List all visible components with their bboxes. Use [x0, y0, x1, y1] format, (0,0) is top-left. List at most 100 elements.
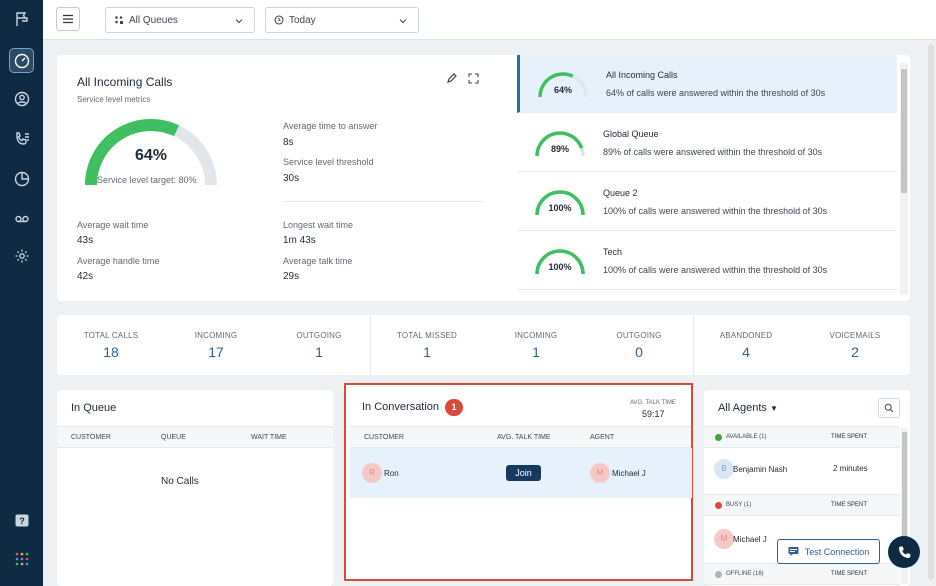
search-icon	[884, 403, 894, 413]
conversation-count-badge: 1	[445, 399, 463, 416]
gauge-fill	[538, 72, 574, 98]
table-row[interactable]: R Ron Join M Michael J	[350, 448, 692, 498]
scrollbar-thumb[interactable]	[901, 69, 907, 193]
metric-label: Service level threshold	[283, 157, 374, 167]
column-header-agent: AGENT	[590, 434, 615, 441]
user-circle-icon[interactable]	[9, 86, 34, 111]
voicemail-icon[interactable]	[9, 206, 34, 231]
queue-list: 64% All Incoming Calls 64% of calls were…	[517, 55, 897, 301]
available-status-dot	[715, 434, 722, 441]
in-queue-panel: In Queue CUSTOMER QUEUE WAIT TIME No Cal…	[57, 390, 333, 586]
metric-value: 43s	[77, 235, 94, 246]
help-icon[interactable]: ?	[9, 508, 34, 533]
in-queue-title: In Queue	[71, 402, 117, 414]
dashboard-gauge-icon[interactable]	[9, 48, 34, 73]
column-header-avg-talk-time: AVG. TALK TIME	[497, 434, 551, 441]
stat-label: INCOMING	[514, 331, 558, 340]
gauge-fill	[535, 190, 585, 216]
gauge-fill	[535, 131, 584, 157]
metric-label: Average talk time	[283, 256, 353, 266]
busy-status-dot	[715, 502, 722, 509]
stat-value: 18	[103, 344, 119, 360]
conversation-table-header: CUSTOMER AVG. TALK TIME AGENT	[350, 426, 691, 448]
agents-scrollbar[interactable]	[901, 428, 908, 584]
agent-name[interactable]: Benjamin Nash	[733, 465, 788, 474]
service-level-gauge	[85, 119, 217, 186]
stat-value: 4	[742, 344, 750, 360]
metric-value: 29s	[283, 271, 300, 282]
settings-gear-icon[interactable]	[9, 243, 34, 268]
test-connection-label: Test Connection	[804, 546, 870, 557]
chat-monitor-icon	[788, 547, 799, 557]
stat-label: OUTGOING	[296, 331, 342, 340]
test-connection-button[interactable]: Test Connection	[777, 539, 880, 564]
queue-percent: 100%	[548, 203, 572, 213]
agent-search-button[interactable]	[878, 398, 900, 418]
stat-value: 2	[851, 344, 859, 360]
agent-avatar: B	[714, 459, 734, 479]
customer-name: Ron	[384, 469, 399, 478]
metric-label: Average wait time	[77, 220, 149, 230]
customer-avatar: R	[362, 463, 382, 483]
offline-status-dot	[715, 571, 722, 578]
queue-list-scrollbar[interactable]	[900, 63, 908, 295]
queue-name: Tech	[603, 247, 623, 257]
queue-item[interactable]: 89% Global Queue 89% of calls were answe…	[517, 114, 897, 172]
stat-abandoned: ABANDONED 4	[712, 331, 780, 360]
stat-divider	[693, 315, 694, 375]
scrollbar-thumb[interactable]	[902, 432, 907, 542]
stat-value: 0	[635, 344, 643, 360]
stat-voicemails: VOICEMAILS 2	[821, 331, 889, 360]
metric-value: 8s	[283, 137, 294, 148]
stat-value: 17	[208, 344, 224, 360]
queue-item[interactable]: 100% Tech 100% of calls were answered wi…	[517, 232, 897, 290]
queue-select-label: All Queues	[129, 14, 178, 26]
call-log-icon[interactable]	[9, 126, 34, 151]
column-header-customer: CUSTOMER	[364, 434, 404, 441]
agents-filter-dropdown[interactable]: All Agents ▼	[718, 402, 778, 414]
top-bar: All Queues Today	[43, 0, 936, 40]
agent-avatar: M	[714, 529, 734, 549]
join-button[interactable]: Join	[506, 465, 541, 481]
metric-value: 1m 43s	[283, 235, 316, 246]
flag-icon[interactable]	[9, 6, 34, 31]
column-header-customer: CUSTOMER	[71, 434, 111, 441]
queue-description: 100% of calls were answered within the t…	[603, 265, 828, 275]
in-conversation-title: In Conversation	[362, 401, 440, 413]
service-card-subtitle: Service level metrics	[77, 95, 151, 104]
pie-chart-icon[interactable]	[9, 166, 34, 191]
stat-missed-incoming: INCOMING 1	[502, 331, 570, 360]
agent-group-available: AVAILABLE (1) TIME SPENT	[704, 426, 900, 448]
stat-label: ABANDONED	[719, 331, 773, 340]
call-stats-bar: TOTAL CALLS 18 INCOMING 17 OUTGOING 1 TO…	[57, 315, 910, 375]
queue-gauge	[535, 249, 585, 275]
edit-icon[interactable]	[446, 73, 457, 87]
in-queue-table-header: CUSTOMER QUEUE WAIT TIME	[57, 426, 333, 448]
stat-divider	[370, 315, 371, 375]
agent-name[interactable]: Michael J	[733, 535, 767, 544]
group-label: OFFLINE (16)	[726, 571, 764, 577]
caret-down-icon: ▼	[769, 404, 778, 413]
phone-dialer-button[interactable]	[888, 536, 920, 568]
in-conversation-panel: In Conversation 1 AVG. TALK TIME 59:17 C…	[344, 383, 693, 581]
agent-group-offline: OFFLINE (16) TIME SPENT	[704, 563, 900, 585]
queue-select[interactable]: All Queues	[105, 7, 255, 33]
time-spent-header: TIME SPENT	[831, 571, 868, 577]
app-grid-icon[interactable]	[9, 546, 34, 571]
hamburger-menu-button[interactable]	[56, 7, 80, 31]
chevron-down-icon	[235, 19, 243, 24]
scrollbar-thumb[interactable]	[928, 44, 934, 580]
queue-item[interactable]: 64% All Incoming Calls 64% of calls were…	[517, 55, 897, 113]
sidebar: ?	[0, 0, 43, 586]
group-label: AVAILABLE (1)	[726, 434, 767, 440]
metric-label: Average handle time	[77, 256, 160, 266]
hamburger-icon	[63, 14, 73, 24]
main-scrollbar[interactable]	[927, 40, 935, 586]
date-select[interactable]: Today	[265, 7, 419, 33]
date-select-label: Today	[289, 14, 316, 26]
queue-item[interactable]: 100% Queue 2 100% of calls were answered…	[517, 173, 897, 231]
metric-value: 42s	[77, 271, 94, 282]
queue-gauge	[538, 72, 588, 98]
queue-percent: 89%	[550, 144, 569, 154]
expand-icon[interactable]	[468, 73, 479, 87]
